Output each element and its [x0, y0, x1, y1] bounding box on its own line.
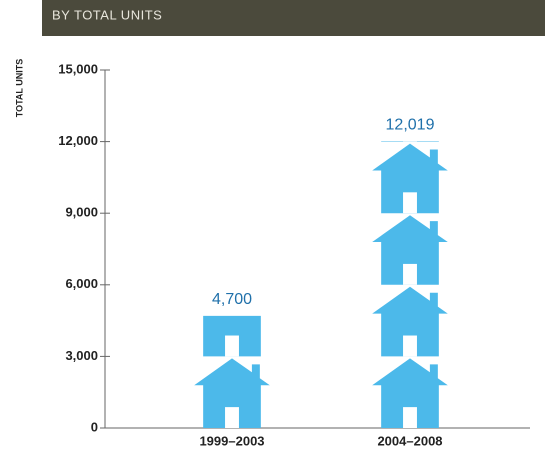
house-door	[403, 407, 417, 428]
house-door	[403, 263, 417, 285]
house-icon	[381, 141, 439, 142]
value-label: 4,700	[212, 291, 252, 308]
house-icon	[203, 315, 261, 357]
y-axis-label: TOTAL UNITS	[14, 59, 24, 118]
house-shape	[194, 358, 270, 428]
header-title: BY TOTAL UNITS	[52, 7, 162, 22]
house-shape	[372, 143, 448, 214]
house-shape	[372, 358, 448, 428]
house-shape	[372, 215, 448, 285]
house-door	[403, 335, 417, 357]
y-tick-label: 12,000	[58, 133, 98, 148]
x-tick-label: 2004–2008	[377, 433, 442, 448]
y-tick-label: 0	[91, 419, 98, 434]
y-tick-label: 3,000	[65, 348, 98, 363]
y-tick-label: 9,000	[65, 205, 98, 220]
bar	[372, 141, 448, 428]
bar	[194, 315, 270, 428]
value-label: 12,019	[386, 116, 435, 133]
house-door	[403, 141, 417, 142]
house-icon	[194, 358, 270, 428]
y-tick-label: 6,000	[65, 276, 98, 291]
house-door	[225, 407, 239, 428]
y-tick-label: 15,000	[58, 61, 98, 76]
house-icon	[372, 358, 448, 428]
house-icon	[372, 286, 448, 357]
house-icon	[372, 215, 448, 285]
house-icon	[372, 143, 448, 214]
house-door	[403, 192, 417, 214]
header-bar	[42, 0, 545, 36]
house-door	[225, 335, 239, 357]
house-shape	[372, 286, 448, 357]
x-tick-label: 1999–2003	[199, 433, 264, 448]
